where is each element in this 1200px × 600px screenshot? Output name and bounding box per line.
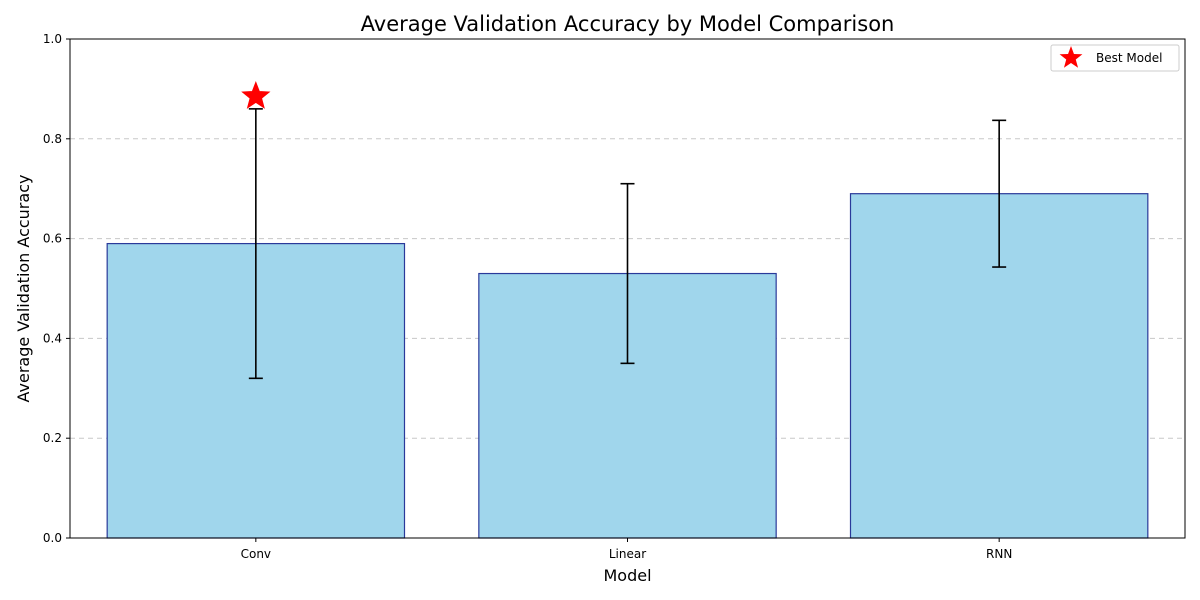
y-tick-label: 1.0	[43, 32, 62, 46]
y-axis-label: Average Validation Accuracy	[14, 175, 33, 403]
x-axis-ticks: Conv Linear RNN	[241, 538, 1012, 561]
legend-box	[1050, 44, 1180, 72]
star-icon	[241, 80, 271, 109]
x-tick-label: Conv	[241, 547, 271, 561]
y-tick-label: 0.8	[43, 132, 62, 146]
y-tick-label: 0.6	[43, 232, 62, 246]
y-axis-ticks: 0.0 0.2 0.4 0.6 0.8 1.0	[43, 32, 70, 545]
legend-label-best-model: Best Model	[1096, 51, 1162, 65]
error-bar-layer	[248, 108, 1007, 380]
chart-title: Average Validation Accuracy by Model Com…	[361, 12, 895, 36]
x-tick-label: Linear	[609, 547, 646, 561]
star-icon	[1059, 46, 1083, 68]
y-tick-label: 0.2	[43, 431, 62, 445]
best-model-marker-layer	[241, 80, 271, 109]
y-tick-label: 0.4	[43, 331, 62, 345]
y-tick-label: 0.0	[43, 531, 62, 545]
x-axis-label: Model	[603, 566, 651, 585]
legend: Best Model	[1050, 44, 1180, 72]
x-tick-label: RNN	[986, 547, 1012, 561]
